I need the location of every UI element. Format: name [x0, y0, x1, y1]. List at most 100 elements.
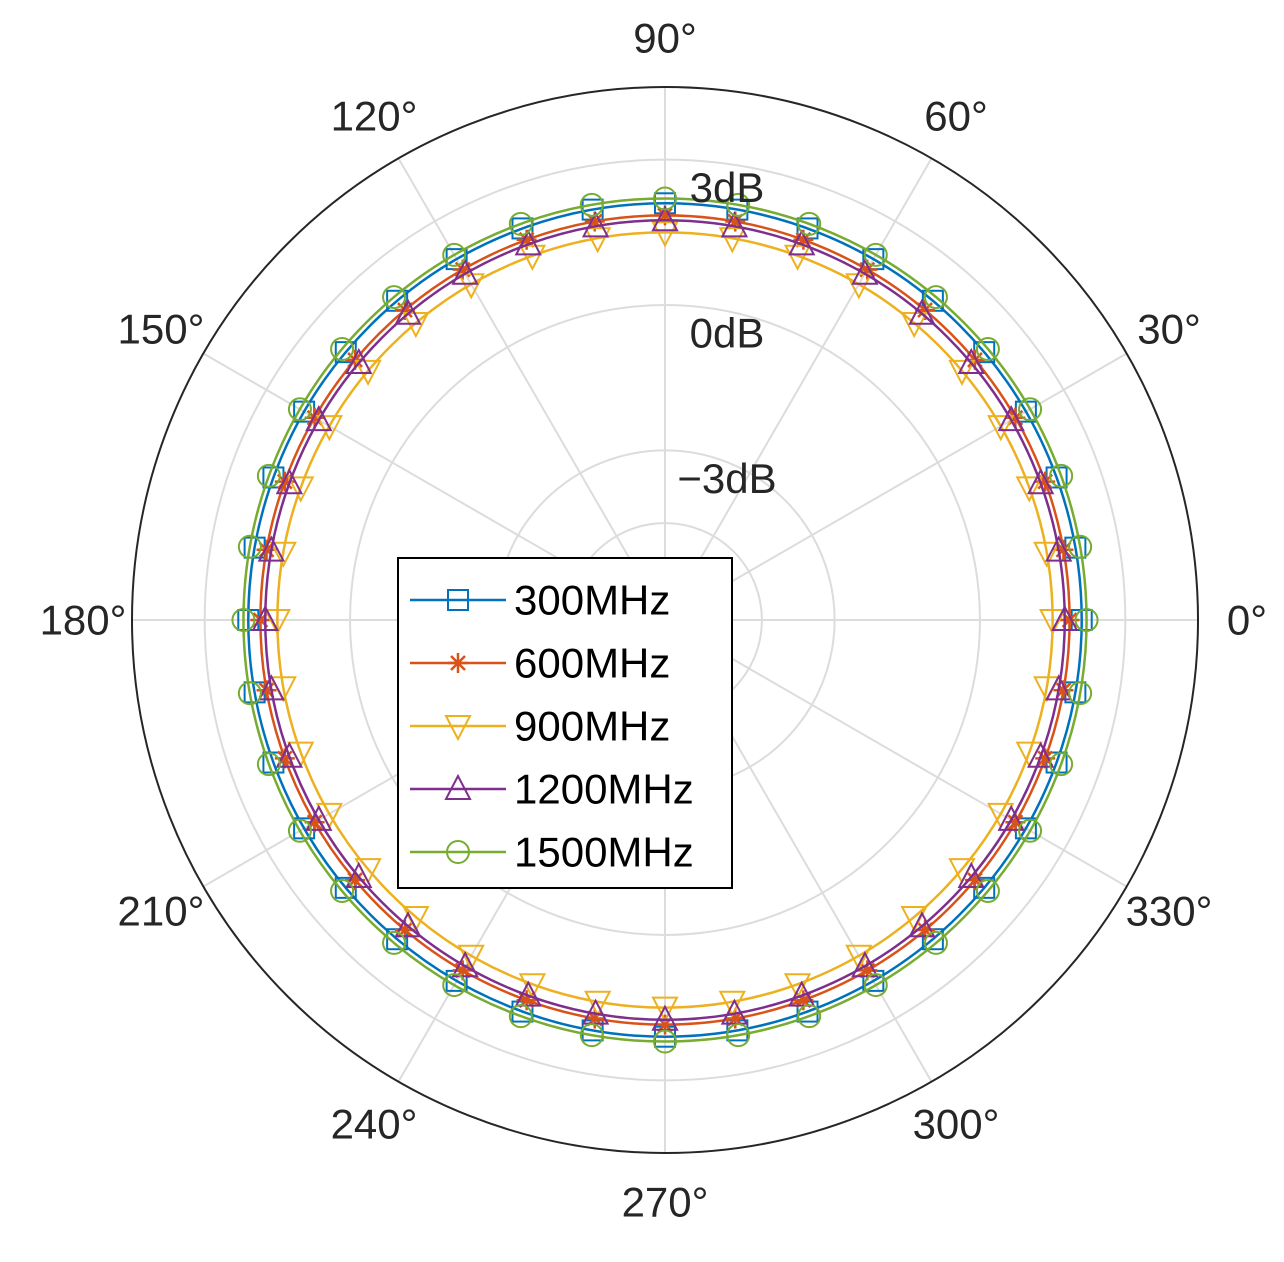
data-point: [262, 751, 285, 774]
r-tick-label: 3dB: [690, 164, 765, 211]
grid-spoke-30: [664, 352, 1128, 621]
data-point: [1038, 609, 1067, 636]
data-point: [997, 404, 1025, 432]
data-point: [287, 476, 315, 503]
legend-label: 300MHz: [514, 577, 670, 624]
data-point: [726, 192, 751, 217]
r-tick-label: −3dB: [677, 455, 776, 502]
data-point: [725, 211, 746, 232]
data-point: [257, 674, 285, 701]
data-point: [653, 186, 677, 211]
grid-ring-3: [349, 304, 981, 936]
grid-spoke-60: [664, 157, 933, 621]
data-point: [1049, 463, 1074, 488]
grid-spoke-120: [397, 157, 666, 621]
data-point: [508, 211, 533, 236]
data-point: [330, 878, 355, 903]
data-point: [1005, 812, 1026, 833]
data-point: [511, 1000, 534, 1023]
data-point: [304, 407, 325, 428]
data-point: [908, 911, 936, 938]
data-point: [287, 818, 312, 843]
legend-label: 1200MHz: [514, 766, 694, 813]
data-point: [315, 415, 343, 442]
legend-marker: [448, 653, 468, 673]
data-point: [442, 242, 467, 267]
data-point: [1045, 466, 1068, 489]
legend-entry-600MHz: 600MHz: [410, 640, 670, 687]
data-point: [845, 944, 873, 971]
data-point: [237, 681, 262, 706]
data-point: [262, 466, 285, 489]
data-point: [394, 919, 415, 940]
data-point: [237, 534, 262, 559]
data-point: [382, 285, 407, 310]
data-point: [394, 300, 415, 321]
theta-tick-label: 210°: [118, 888, 205, 935]
data-point: [725, 1008, 746, 1029]
data-point: [394, 911, 422, 938]
data-point: [1053, 539, 1074, 560]
legend-marker: [447, 589, 469, 611]
r-tick-label: 0dB: [690, 310, 765, 357]
data-point: [655, 1014, 675, 1035]
theta-tick-label: 330°: [1126, 888, 1213, 935]
legend-label: 900MHz: [514, 703, 670, 750]
data-point: [726, 1023, 751, 1048]
data-point: [975, 878, 1000, 903]
theta-tick-label: 60°: [924, 92, 988, 139]
data-point: [287, 397, 312, 422]
theta-tick-label: 0°: [1227, 597, 1267, 644]
data-point: [263, 609, 292, 636]
theta-tick-label: 180°: [40, 597, 127, 644]
data-point: [908, 298, 936, 325]
grid-ring-4: [203, 158, 1127, 1082]
data-point: [651, 205, 679, 232]
data-point: [250, 610, 271, 630]
theta-tick-label: 300°: [913, 1101, 1000, 1148]
legend-label: 1500MHz: [514, 829, 694, 876]
data-point: [305, 804, 333, 831]
data-point: [651, 996, 679, 1023]
data-point: [718, 990, 746, 1017]
data-point: [1026, 741, 1055, 768]
data-point: [304, 812, 325, 833]
data-point: [957, 347, 985, 375]
data-point: [345, 870, 366, 891]
data-point: [330, 337, 355, 362]
legend: 300MHz 600MHz 900MHz 1200MHz 1500MHz: [397, 557, 733, 889]
data-point: [251, 604, 279, 631]
data-point: [915, 919, 936, 940]
legend-box: [397, 557, 733, 889]
data-point: [797, 1004, 822, 1029]
data-point: [257, 535, 285, 562]
data-point: [451, 258, 479, 285]
data-point: [514, 229, 542, 256]
legend-marker: [444, 773, 472, 800]
data-point: [720, 998, 749, 1025]
data-point: [1026, 468, 1055, 495]
data-point: [857, 259, 878, 280]
data-point: [796, 217, 819, 240]
data-point: [796, 1000, 819, 1023]
grid-spoke-330: [664, 619, 1128, 888]
polar-outer-boundary: [131, 86, 1199, 1154]
data-point: [1059, 610, 1080, 630]
data-point: [997, 804, 1025, 831]
series-1200MHz: [251, 205, 1079, 1031]
data-point: [923, 285, 948, 310]
data-point: [718, 227, 746, 254]
data-point: [851, 951, 879, 978]
data-point: [275, 741, 304, 768]
data-point: [1018, 397, 1043, 422]
legend-entry-1200MHz: 1200MHz: [410, 766, 694, 813]
data-point: [987, 415, 1015, 442]
data-point: [655, 205, 675, 226]
data-point: [793, 990, 814, 1011]
data-point: [720, 211, 749, 238]
data-point: [584, 227, 612, 254]
theta-tick-label: 120°: [331, 92, 418, 139]
series-line-300MHz: [247, 202, 1083, 1038]
data-point: [793, 229, 814, 250]
data-point: [452, 960, 473, 981]
